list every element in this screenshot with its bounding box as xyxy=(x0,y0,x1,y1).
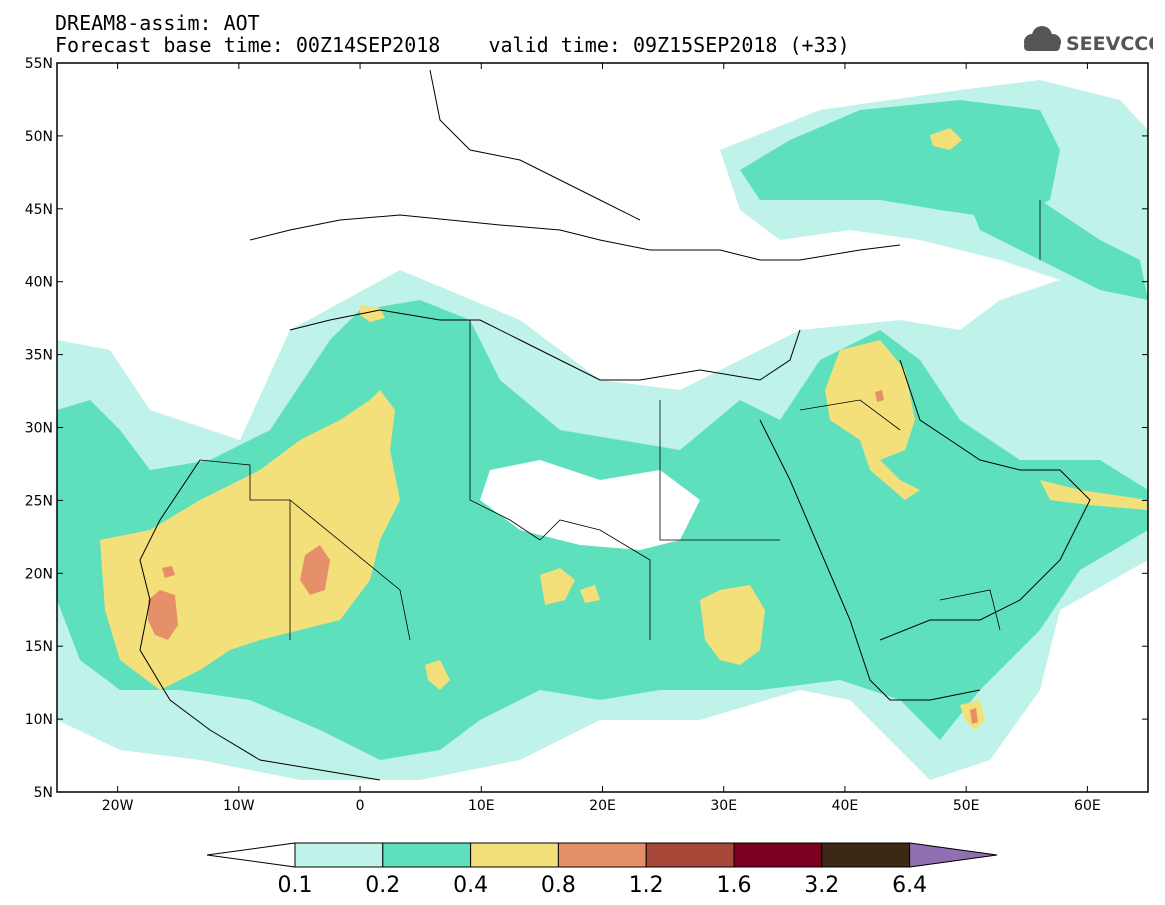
aot-gap xyxy=(480,460,700,550)
colorbar-level-label: 0.2 xyxy=(365,873,400,898)
aot-field xyxy=(57,69,1148,781)
y-tick-label: 10N xyxy=(25,712,53,728)
colorbar: 0.1 0.2 0.4 0.8 1.2 1.6 3.2 6.4 xyxy=(206,842,998,898)
y-tick-label: 20N xyxy=(25,566,53,582)
x-tick-label: 40E xyxy=(832,798,859,814)
axis-ticks: 20W 10W 0 10E 20E 30E 40E 50E 60E 55N 50N 45N 40N 35N… xyxy=(25,56,1148,814)
x-tick-label: 10E xyxy=(468,798,495,814)
y-tick-label: 15N xyxy=(25,639,53,655)
country-borders xyxy=(199,200,1041,641)
logo-text: SEEVCCC xyxy=(1066,33,1153,55)
colorbar-overflow xyxy=(909,842,998,868)
colorbar-box xyxy=(821,842,911,868)
y-tick-label: 45N xyxy=(25,202,53,218)
y-tick-label: 30N xyxy=(25,421,53,437)
colorbar-level-label: 0.8 xyxy=(541,873,576,898)
colorbar-box xyxy=(557,842,647,868)
colorbar-level-label: 0.4 xyxy=(453,873,488,898)
y-tick-label: 35N xyxy=(25,348,53,364)
x-tick-label: 20W xyxy=(102,798,134,814)
colorbar-level-label: 1.2 xyxy=(629,873,664,898)
colorbar-level-label: 6.4 xyxy=(892,873,927,898)
x-tick-label: 0 xyxy=(356,798,365,814)
aot-contour-0.8 xyxy=(148,390,978,724)
y-tick-label: 55N xyxy=(25,56,53,72)
forecast-times: Forecast base time: 00Z14SEP2018 valid t… xyxy=(55,33,850,57)
colorbar-level-label: 1.6 xyxy=(717,873,752,898)
x-tick-label: 10W xyxy=(223,798,255,814)
coastlines xyxy=(139,69,1091,781)
y-tick-label: 5N xyxy=(34,785,53,801)
seevccc-logo: SEEVCCC xyxy=(1024,26,1153,55)
y-tick-label: 25N xyxy=(25,493,53,509)
cloud-icon xyxy=(1024,26,1061,51)
colorbar-box xyxy=(645,842,735,868)
y-tick-label: 40N xyxy=(25,275,53,291)
x-tick-label: 60E xyxy=(1074,798,1101,814)
colorbar-underflow xyxy=(206,842,296,868)
colorbar-box xyxy=(733,842,823,868)
colorbar-box xyxy=(382,842,472,868)
colorbar-level-label: 0.1 xyxy=(278,873,313,898)
map-title: DREAM8-assim: AOT xyxy=(55,11,260,35)
x-tick-label: 30E xyxy=(710,798,737,814)
x-tick-label: 20E xyxy=(589,798,616,814)
y-tick-label: 50N xyxy=(25,129,53,145)
colorbar-box xyxy=(470,842,559,868)
colorbar-box xyxy=(294,842,384,868)
colorbar-level-label: 3.2 xyxy=(804,873,839,898)
x-tick-label: 50E xyxy=(953,798,980,814)
